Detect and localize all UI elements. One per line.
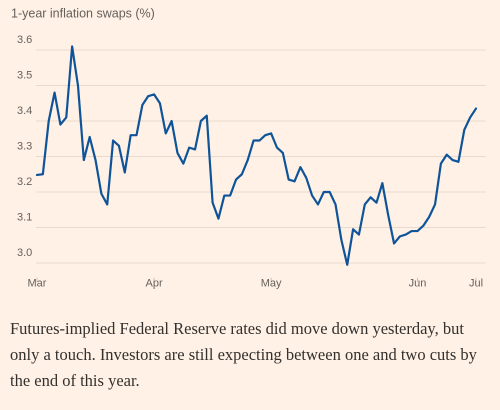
chart: 1-year inflation swaps (%) 3.0 3.1 3.2 3.3 3… — [11, 6, 486, 290]
x-tick-label: Jul — [469, 278, 483, 290]
y-tick-label: 3.4 — [17, 105, 32, 117]
y-axis-label: 1-year inflation swaps (%) — [11, 6, 155, 20]
y-tick-label: 3.2 — [17, 176, 32, 188]
x-tick-label: Jun — [409, 278, 427, 290]
y-tick-label: 3.3 — [17, 140, 32, 152]
y-tick-label: 3.5 — [17, 69, 32, 81]
y-tick-label: 3.0 — [17, 247, 32, 259]
x-tick-label: Mar — [28, 278, 47, 290]
paragraph: Futures-implied Federal Reserve rates di… — [10, 319, 477, 390]
y-tick-label: 3.1 — [17, 211, 32, 223]
y-tick-label: 3.6 — [17, 34, 32, 46]
x-tick-label: Apr — [146, 278, 163, 290]
x-tick-label: May — [261, 278, 282, 290]
line-series — [35, 45, 478, 266]
